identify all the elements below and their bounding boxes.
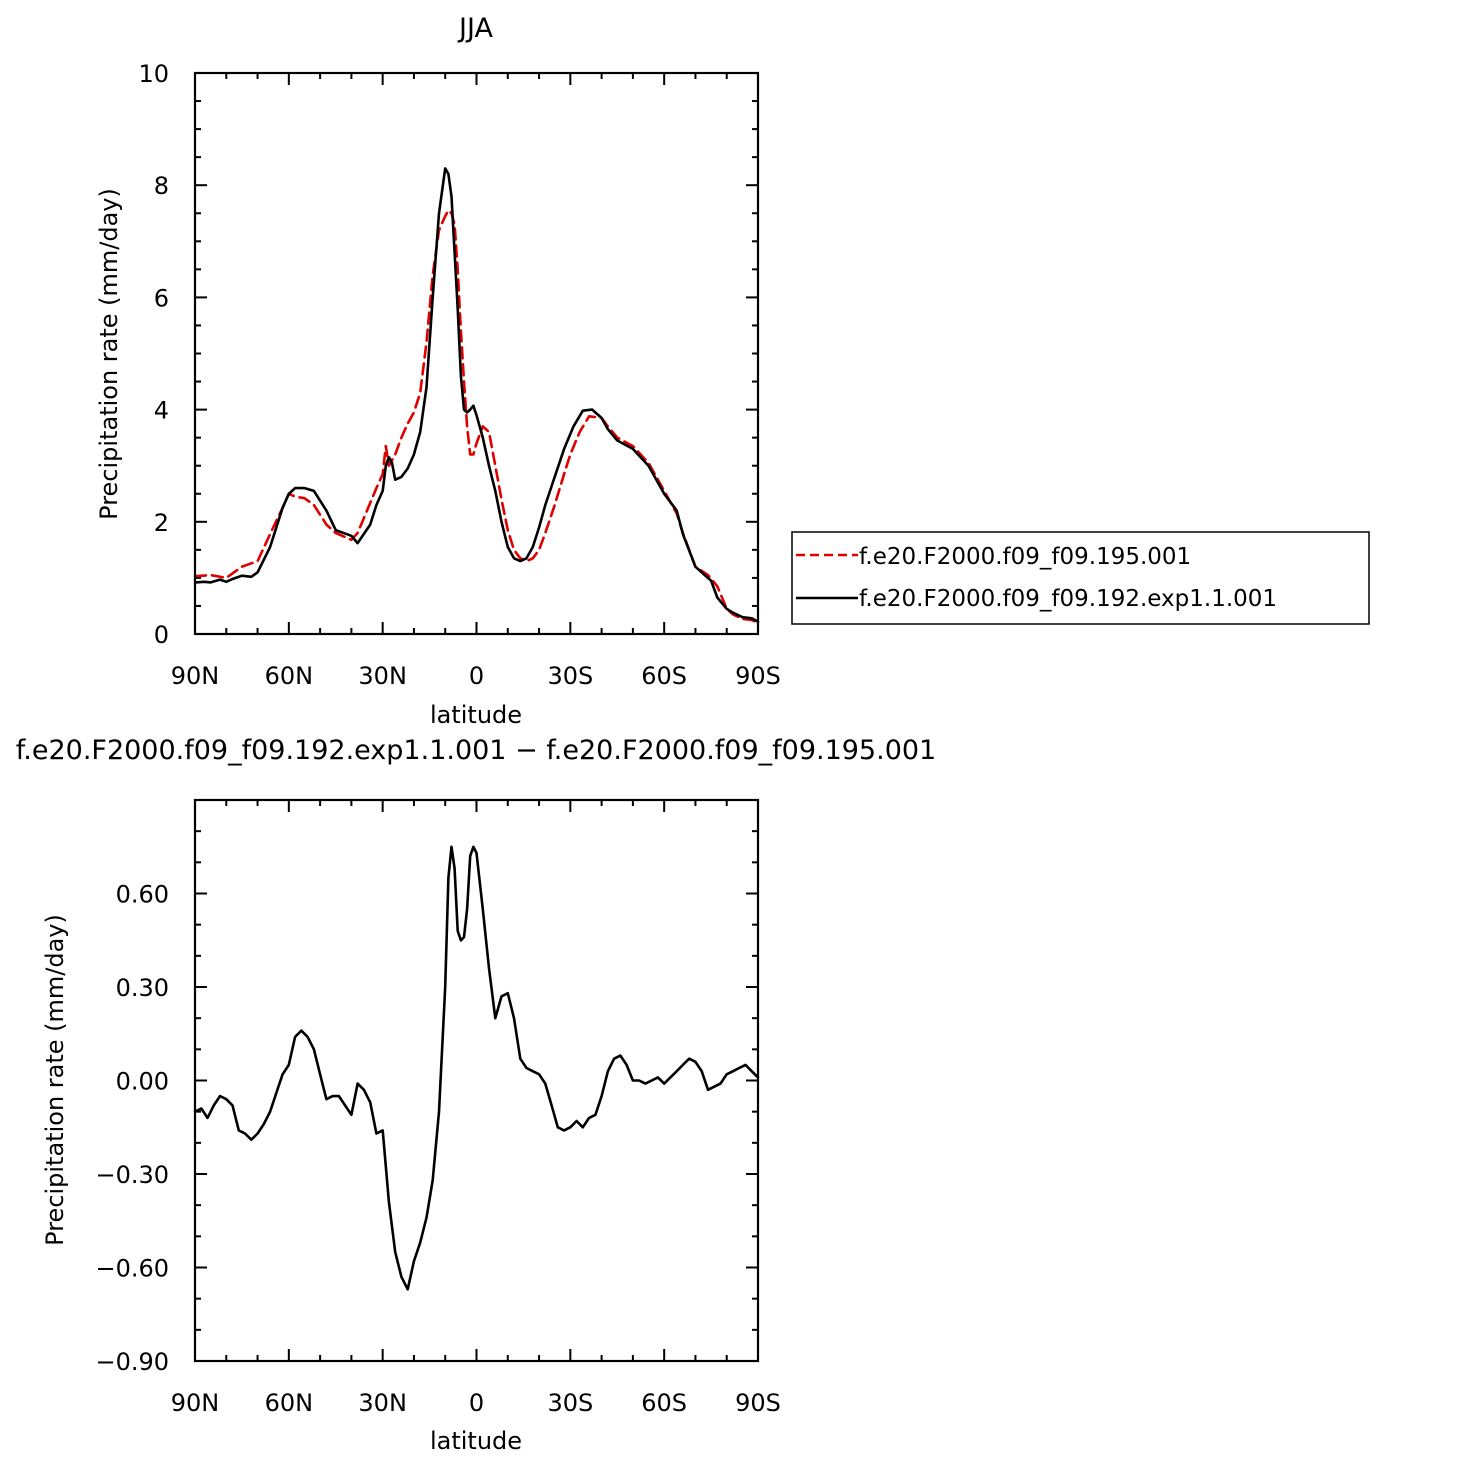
x-tick-label: 90S [735, 1389, 781, 1417]
top-y-axis-label: Precipitation rate (mm/day) [95, 188, 123, 520]
top-series-lines [193, 167, 760, 625]
bottom-series-lines [193, 845, 760, 1291]
y-tick-label: 4 [154, 397, 169, 425]
x-tick-label: 60S [641, 662, 687, 690]
y-tick-label: −0.90 [95, 1348, 169, 1376]
y-tick-label: −0.60 [95, 1255, 169, 1283]
y-tick-label: 10 [138, 60, 169, 88]
top-chart-title: JJA [457, 13, 493, 44]
bottom-plot-frame [193, 798, 760, 1363]
x-tick-label: 60N [265, 1389, 314, 1417]
y-tick-label: 6 [154, 284, 169, 312]
x-tick-label: 90S [735, 662, 781, 690]
y-tick-label: −0.30 [95, 1161, 169, 1189]
bottom-axis-ticks: 90N 60N 30N 0 30S 60S 90S −0.90 −0.60 −0.30 0.00 0.… [95, 799, 781, 1417]
bottom-panel: f.e20.F2000.f09_f09.192.exp1.1.001 − f.e… [16, 735, 936, 1455]
legend-label-red: f.e20.F2000.f09_f09.195.001 [859, 544, 1191, 570]
x-tick-label: 30S [547, 1389, 593, 1417]
top-axis-ticks: 90N 60N 30N 0 30S 60S 90S 0 2 4 6 8 10 [138, 60, 780, 690]
x-tick-label: 90N [171, 1389, 220, 1417]
x-tick-label: 60S [641, 1389, 687, 1417]
y-tick-label: 0.00 [116, 1068, 169, 1096]
top-plot-frame [193, 71, 760, 636]
x-tick-label: 0 [469, 1389, 484, 1417]
x-tick-label: 30N [358, 1389, 407, 1417]
x-tick-label: 30N [358, 662, 407, 690]
legend-label-black: f.e20.F2000.f09_f09.192.exp1.1.001 [859, 586, 1277, 612]
bottom-y-axis-label: Precipitation rate (mm/day) [41, 914, 69, 1246]
series-line-black-solid [193, 845, 760, 1291]
y-tick-label: 0 [154, 621, 169, 649]
x-tick-label: 60N [265, 662, 314, 690]
x-tick-label: 30S [547, 662, 593, 690]
y-tick-label: 0.60 [116, 881, 169, 909]
x-tick-label: 90N [171, 662, 220, 690]
top-panel: JJA latitude Precipitation rate (mm/day)… [95, 13, 1370, 729]
bottom-chart-title: f.e20.F2000.f09_f09.192.exp1.1.001 − f.e… [16, 735, 936, 766]
top-x-axis-label: latitude [430, 701, 522, 729]
bottom-x-axis-label: latitude [430, 1427, 522, 1455]
x-tick-label: 0 [469, 662, 484, 690]
legend-box [791, 531, 1370, 625]
y-tick-label: 2 [154, 509, 169, 537]
series-line-black-solid [193, 167, 760, 623]
series-line-red-dashed [193, 209, 760, 625]
y-tick-label: 0.30 [116, 974, 169, 1002]
legend: f.e20.F2000.f09_f09.195.001 f.e20.F2000.… [791, 531, 1370, 625]
y-tick-label: 8 [154, 172, 169, 200]
